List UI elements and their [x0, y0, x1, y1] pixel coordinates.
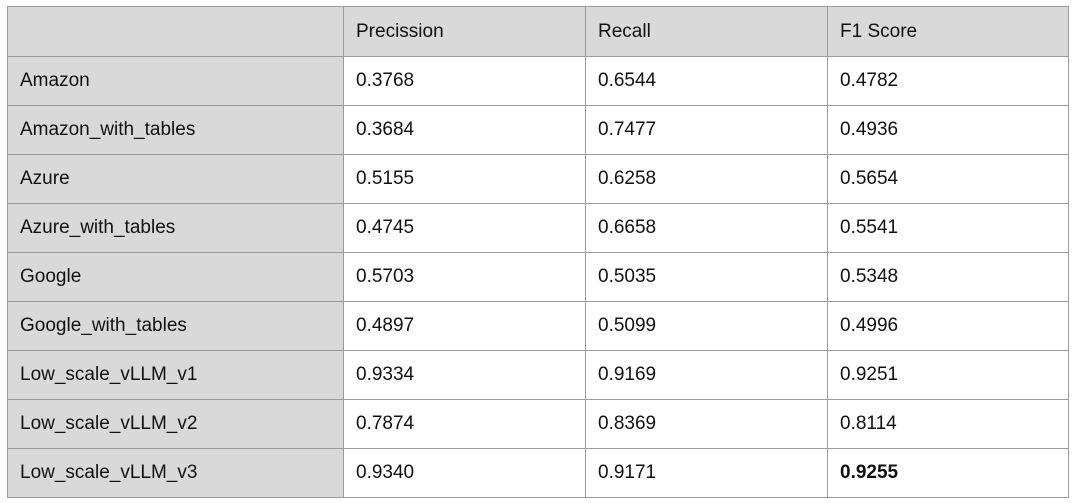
header-cell-corner [7, 6, 344, 57]
row-label: Google [7, 252, 344, 302]
row-label: Low_scale_vLLM_v3 [7, 448, 344, 498]
row-label: Amazon_with_tables [7, 105, 344, 155]
f1-cell: 0.5541 [827, 203, 1069, 253]
header-cell-precision: Precission [343, 6, 586, 57]
f1-cell: 0.8114 [827, 399, 1069, 449]
table-row: Low_scale_vLLM_v2 0.7874 0.8369 0.8114 [7, 399, 1069, 449]
f1-cell-best: 0.9255 [827, 448, 1069, 498]
f1-cell: 0.5348 [827, 252, 1069, 302]
f1-cell: 0.4996 [827, 301, 1069, 351]
table-header-row: Precission Recall F1 Score [7, 6, 1069, 57]
row-label: Azure [7, 154, 344, 204]
header-cell-recall: Recall [585, 6, 828, 57]
row-label: Azure_with_tables [7, 203, 344, 253]
precision-cell: 0.3768 [343, 56, 586, 106]
table-row: Low_scale_vLLM_v1 0.9334 0.9169 0.9251 [7, 350, 1069, 400]
table-row: Google_with_tables 0.4897 0.5099 0.4996 [7, 301, 1069, 351]
recall-cell: 0.5035 [585, 252, 828, 302]
precision-cell: 0.4897 [343, 301, 586, 351]
recall-cell: 0.6658 [585, 203, 828, 253]
table-row: Low_scale_vLLM_v3 0.9340 0.9171 0.9255 [7, 448, 1069, 498]
row-label: Google_with_tables [7, 301, 344, 351]
table-row: Amazon 0.3768 0.6544 0.4782 [7, 56, 1069, 106]
table-row: Amazon_with_tables 0.3684 0.7477 0.4936 [7, 105, 1069, 155]
row-label: Low_scale_vLLM_v1 [7, 350, 344, 400]
precision-cell: 0.4745 [343, 203, 586, 253]
recall-cell: 0.6544 [585, 56, 828, 106]
precision-cell: 0.3684 [343, 105, 586, 155]
results-table: Precission Recall F1 Score Amazon 0.3768… [7, 6, 1069, 498]
precision-cell: 0.9334 [343, 350, 586, 400]
table-row: Azure_with_tables 0.4745 0.6658 0.5541 [7, 203, 1069, 253]
table-row: Azure 0.5155 0.6258 0.5654 [7, 154, 1069, 204]
recall-cell: 0.5099 [585, 301, 828, 351]
f1-cell: 0.5654 [827, 154, 1069, 204]
precision-cell: 0.5703 [343, 252, 586, 302]
header-cell-f1-score: F1 Score [827, 6, 1069, 57]
table-row: Google 0.5703 0.5035 0.5348 [7, 252, 1069, 302]
recall-cell: 0.9171 [585, 448, 828, 498]
precision-cell: 0.7874 [343, 399, 586, 449]
f1-cell: 0.4936 [827, 105, 1069, 155]
row-label: Low_scale_vLLM_v2 [7, 399, 344, 449]
recall-cell: 0.9169 [585, 350, 828, 400]
f1-cell: 0.4782 [827, 56, 1069, 106]
f1-cell: 0.9251 [827, 350, 1069, 400]
precision-cell: 0.5155 [343, 154, 586, 204]
recall-cell: 0.8369 [585, 399, 828, 449]
precision-cell: 0.9340 [343, 448, 586, 498]
recall-cell: 0.6258 [585, 154, 828, 204]
recall-cell: 0.7477 [585, 105, 828, 155]
row-label: Amazon [7, 56, 344, 106]
